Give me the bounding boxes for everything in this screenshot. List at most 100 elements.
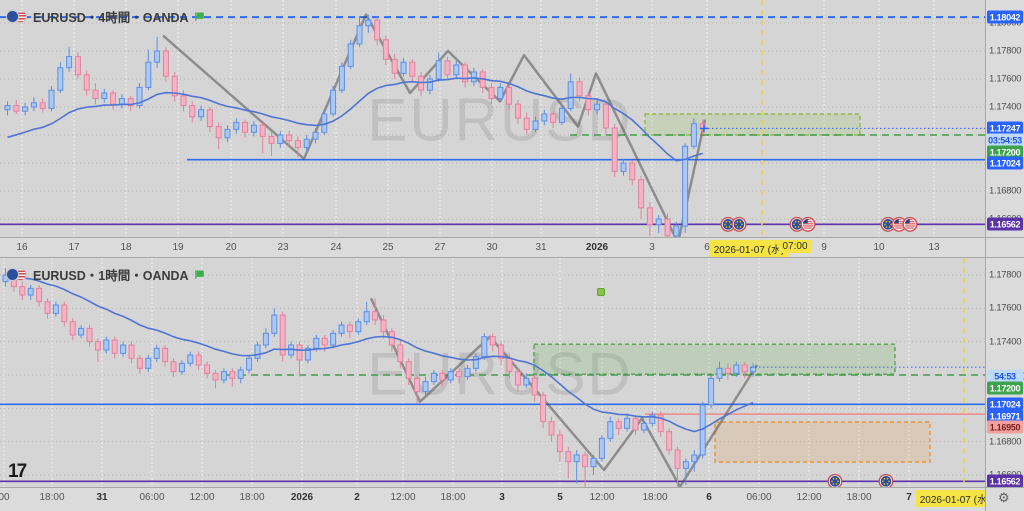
- time-axis-label: 25: [382, 242, 394, 253]
- eu-economic-event-icon[interactable]: [880, 216, 896, 232]
- price-axis-tick: 1.17400: [989, 336, 1022, 348]
- candle-body: [101, 92, 108, 100]
- tradingview-logo[interactable]: 17: [8, 461, 27, 482]
- eu-economic-event-icon[interactable]: [878, 473, 894, 489]
- candle-body: [708, 377, 715, 406]
- candle-body: [607, 421, 614, 439]
- note-marker-icon[interactable]: [597, 288, 605, 296]
- candle-body: [279, 314, 286, 356]
- zigzag-drawing[interactable]: [369, 297, 759, 487]
- drawing-rectangle[interactable]: [714, 421, 931, 463]
- candle-body: [435, 60, 442, 80]
- candle-body: [268, 135, 275, 144]
- drawing-rectangle[interactable]: [533, 343, 896, 375]
- candle-body: [111, 339, 118, 354]
- plus-marker-icon[interactable]: [700, 124, 708, 133]
- candle-body: [52, 304, 59, 314]
- eu-economic-event-icon[interactable]: [731, 216, 747, 232]
- candle-body: [640, 422, 647, 431]
- moving-average-line: [5, 274, 754, 433]
- candle-body: [657, 414, 664, 433]
- us-economic-event-icon[interactable]: [902, 216, 918, 232]
- watchlist-flag-icon[interactable]: [194, 11, 205, 22]
- candle-body: [178, 362, 185, 373]
- axis-separator: [0, 487, 1024, 488]
- time-axis-label: 18: [120, 242, 132, 253]
- axis-settings-gear-icon[interactable]: ⚙: [998, 490, 1010, 505]
- time-axis-label: 18:00: [642, 492, 668, 503]
- candle-body: [212, 372, 219, 381]
- candle-body: [391, 58, 398, 74]
- price-level-badge: 1.17024: [987, 156, 1023, 170]
- price-axis-tick: 1.17800: [989, 269, 1022, 281]
- candle-body: [430, 372, 437, 383]
- time-axis-label: 12:00: [589, 492, 615, 503]
- price-level-badge: 1.16950: [987, 420, 1023, 434]
- candle-body: [615, 421, 622, 429]
- time-axis-label: 18:00: [239, 492, 265, 503]
- time-axis-label: 31: [535, 242, 547, 253]
- symbol-title-4h[interactable]: EURUSD・4時間・OANDA: [6, 7, 205, 26]
- time-axis-label: 19: [172, 242, 184, 253]
- candle-body: [83, 74, 90, 91]
- time-axis-label: 16: [16, 242, 28, 253]
- candle-body: [573, 454, 580, 463]
- pane-separator[interactable]: [0, 257, 1024, 258]
- candle-body: [61, 304, 68, 323]
- candle-body: [382, 39, 389, 60]
- candle-body: [365, 19, 372, 27]
- candle-body: [456, 371, 463, 378]
- symbol-title-text-1h: EURUSD・1時間・OANDA: [33, 269, 189, 283]
- candle-body: [523, 117, 530, 130]
- time-axis-label: 2026: [585, 242, 609, 253]
- price-axis[interactable]: 1.180001.178001.176001.174001.168001.166…: [985, 0, 1024, 511]
- eu-economic-event-icon[interactable]: [789, 216, 805, 232]
- candle-body: [567, 81, 574, 109]
- time-axis-label: 18:00: [440, 492, 466, 503]
- time-axis-label: 5: [557, 492, 563, 503]
- time-axis-1h[interactable]: 00 18:00 31 06:00 12:00 18:00 2026 2 12:00 18:00 3…: [0, 488, 1003, 511]
- candle-body: [405, 361, 412, 379]
- candle-body: [414, 377, 421, 393]
- candle-body: [136, 86, 143, 107]
- candle-body: [582, 454, 589, 468]
- candle-body: [447, 371, 454, 381]
- price-axis-tick: 1.17800: [989, 45, 1022, 57]
- time-axis-4h[interactable]: 16 17 18 19 20 23 24 25 27 30 31 2026 3 6 9 10 13 2026-01…: [0, 238, 985, 257]
- candle-body: [540, 394, 547, 423]
- candle-body: [638, 179, 645, 209]
- time-axis-label: 06:00: [139, 492, 165, 503]
- time-axis-label: 31: [96, 492, 108, 503]
- candle-body: [464, 367, 471, 378]
- time-axis-label: 3: [649, 242, 655, 253]
- candle-countdown-badge: 54:53: [987, 369, 1023, 383]
- candle-body: [162, 50, 169, 77]
- price-axis-tick: 1.17600: [989, 302, 1022, 314]
- candle-body: [632, 417, 639, 431]
- candle-body: [204, 364, 211, 374]
- price-chart-pane-4h[interactable]: [0, 0, 985, 237]
- candle-body: [233, 121, 240, 130]
- eu-economic-event-icon[interactable]: [827, 473, 843, 489]
- candle-body: [262, 332, 269, 346]
- price-axis-tick: 1.16800: [989, 436, 1022, 448]
- moving-average-line: [7, 77, 703, 162]
- time-axis-label: 24: [330, 242, 342, 253]
- us-economic-event-icon[interactable]: [800, 216, 816, 232]
- candle-body: [576, 81, 583, 97]
- price-level-badge: 1.17200: [987, 145, 1023, 159]
- watchlist-flag-icon[interactable]: [194, 269, 205, 280]
- candle-body: [321, 337, 328, 346]
- symbol-title-1h[interactable]: EURUSD・1時間・OANDA: [6, 265, 205, 284]
- time-axis-label: 13: [928, 242, 940, 253]
- candle-body: [57, 67, 64, 91]
- candle-body: [523, 377, 530, 386]
- price-chart-pane-1h[interactable]: [0, 258, 985, 487]
- eu-economic-event-icon[interactable]: [720, 216, 736, 232]
- candle-body: [598, 437, 605, 459]
- time-axis-label: 7: [906, 492, 912, 503]
- candle-body: [127, 98, 134, 107]
- candle-body: [154, 50, 161, 63]
- candle-body: [532, 120, 539, 130]
